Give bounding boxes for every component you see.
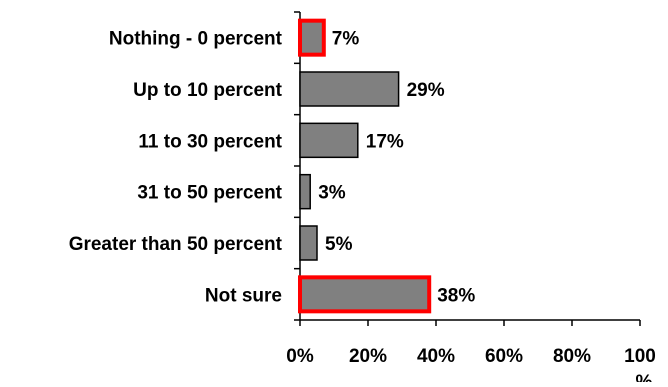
category-label: Not sure — [205, 285, 282, 306]
value-label: 29% — [407, 80, 445, 101]
bar — [299, 173, 311, 210]
category-label: 31 to 50 percent — [137, 183, 282, 204]
x-tick-label: 20% — [349, 346, 387, 367]
x-tick-label: 80% — [553, 346, 591, 367]
bar — [299, 122, 359, 159]
category-label: Up to 10 percent — [133, 80, 283, 101]
x-tick-label: 40% — [417, 346, 455, 367]
category-label: Greater than 50 percent — [69, 234, 283, 255]
bar-highlighted — [298, 275, 432, 314]
bar-highlighted — [298, 18, 326, 57]
value-label: 5% — [325, 234, 353, 255]
value-label: 3% — [318, 183, 346, 204]
x-tick-label-unit: % — [636, 372, 653, 382]
category-label: Nothing - 0 percent — [109, 29, 283, 50]
bars — [298, 18, 432, 314]
bar — [299, 71, 400, 107]
value-label: 17% — [366, 131, 404, 152]
x-tick-label: 60% — [485, 346, 523, 367]
category-label: 11 to 30 percent — [138, 131, 282, 152]
labels: 0% 20% 40% 60% 80% 100% Nothing - 0 percent 7% U… — [69, 29, 656, 387]
x-tick-label: 0% — [286, 346, 314, 367]
axes — [294, 11, 641, 326]
bar — [299, 225, 318, 261]
value-label: 7% — [332, 29, 360, 50]
value-label: 38% — [437, 285, 475, 306]
x-tick-label: 100 — [624, 346, 656, 367]
